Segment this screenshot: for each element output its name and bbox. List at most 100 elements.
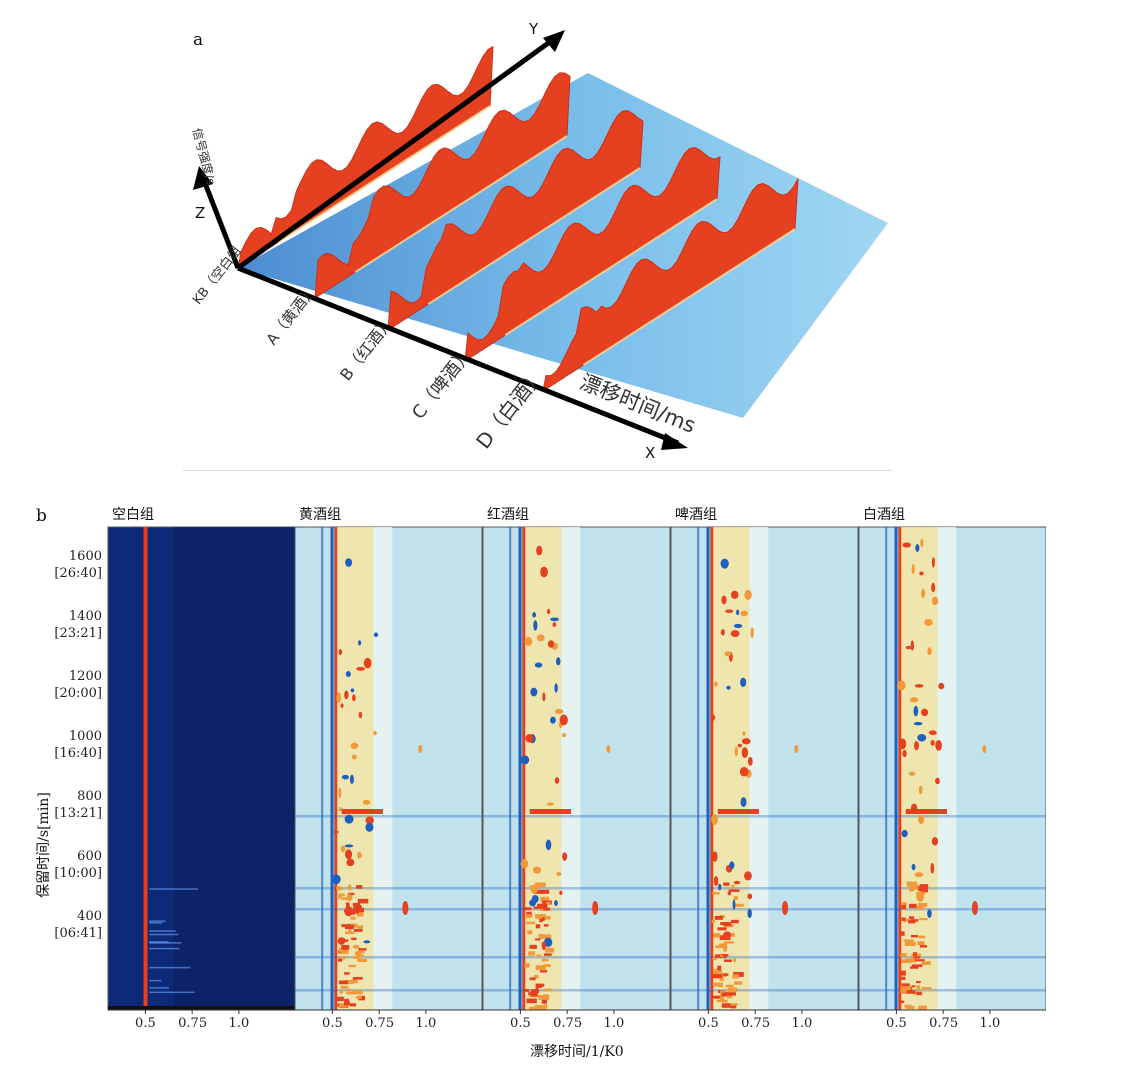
peak-spot bbox=[535, 924, 541, 929]
peak-spot bbox=[905, 645, 912, 650]
peak-spot bbox=[543, 924, 549, 927]
peak-spot bbox=[533, 890, 543, 894]
peak-spot bbox=[528, 992, 535, 995]
peak-spot bbox=[346, 991, 357, 995]
x-axis-line bbox=[237, 265, 679, 446]
peak-spot bbox=[715, 945, 724, 949]
peak-spot bbox=[913, 952, 917, 957]
peak-spot bbox=[533, 620, 538, 631]
h-streak bbox=[671, 887, 858, 890]
peak-spot bbox=[536, 954, 542, 957]
peak-spot bbox=[747, 756, 753, 766]
peak-spot bbox=[935, 777, 940, 785]
peak-spot bbox=[720, 999, 728, 1003]
peak-spot bbox=[711, 919, 716, 924]
peak-spot bbox=[535, 914, 546, 919]
heatmap-1 bbox=[294, 526, 483, 1011]
blue-line-4 bbox=[885, 527, 888, 1010]
peak-spot bbox=[916, 906, 924, 910]
peak-spot bbox=[909, 903, 917, 909]
peak-spot bbox=[520, 859, 529, 869]
peak-spot bbox=[918, 902, 928, 908]
peak-spot bbox=[712, 958, 717, 961]
peak-spot bbox=[347, 892, 355, 896]
y-axis-line bbox=[236, 33, 560, 271]
peak-spot bbox=[354, 951, 362, 956]
peak-spot bbox=[541, 917, 546, 922]
peak-spot bbox=[982, 745, 987, 753]
peak-spot bbox=[719, 978, 725, 981]
ridges-group bbox=[237, 45, 799, 393]
peak-spot bbox=[747, 908, 752, 919]
peak-spot bbox=[900, 988, 909, 993]
peak-spot bbox=[924, 618, 933, 627]
peak-spot bbox=[554, 683, 558, 693]
x-tick-4-0: 0.5 bbox=[886, 1016, 907, 1031]
peak-spot bbox=[911, 919, 919, 922]
peak-spot bbox=[914, 872, 924, 878]
peak-spot bbox=[520, 755, 530, 765]
y-tick-value: 800 bbox=[77, 789, 102, 804]
blank-streak bbox=[149, 888, 198, 890]
peak-spot bbox=[725, 992, 736, 996]
peak-spot bbox=[722, 954, 729, 957]
peak-spot bbox=[919, 945, 928, 948]
peak-spot bbox=[718, 883, 722, 891]
h-streak bbox=[859, 908, 1046, 911]
light-band-3 bbox=[749, 527, 769, 1010]
peak-spot bbox=[343, 946, 349, 950]
h-streak bbox=[295, 956, 482, 959]
peak-spot bbox=[344, 979, 354, 985]
peak-spot bbox=[559, 890, 563, 896]
peak-spot bbox=[908, 771, 916, 776]
peak-spot bbox=[726, 995, 733, 999]
peak-spot bbox=[731, 919, 739, 924]
peak-spot bbox=[725, 984, 734, 988]
peak-spot bbox=[720, 629, 725, 636]
peak-spot bbox=[900, 931, 905, 936]
blank-streak bbox=[149, 933, 179, 936]
peak-spot bbox=[344, 849, 353, 860]
peak-spot bbox=[729, 861, 735, 870]
x-tick-3-1: 0.75 bbox=[741, 1016, 771, 1031]
peak-spot bbox=[344, 972, 350, 975]
peak-spot bbox=[539, 970, 548, 973]
peak-spot bbox=[901, 917, 906, 921]
peak-spot bbox=[714, 915, 723, 920]
peak-spot bbox=[712, 892, 720, 895]
peak-spot bbox=[714, 954, 721, 958]
y-tick-time: [10:00] bbox=[54, 866, 102, 881]
peak-spot bbox=[747, 893, 753, 900]
peak-spot bbox=[901, 976, 906, 980]
peak-spot bbox=[562, 852, 568, 861]
peak-spot bbox=[717, 965, 722, 971]
peak-spot bbox=[544, 915, 551, 920]
peak-spot bbox=[341, 897, 351, 900]
peak-spot bbox=[726, 685, 731, 690]
peak-spot bbox=[911, 964, 923, 968]
peak-spot bbox=[727, 987, 738, 993]
peak-spot bbox=[357, 898, 369, 904]
peak-spot bbox=[721, 1003, 732, 1008]
peak-spot bbox=[345, 558, 353, 567]
x-tick-2-1: 0.75 bbox=[553, 1016, 583, 1031]
x-axis-letter: X bbox=[645, 444, 656, 462]
peak-spot bbox=[727, 891, 731, 896]
peak-spot bbox=[921, 987, 932, 990]
peak-spot bbox=[732, 899, 736, 910]
h-streak bbox=[483, 956, 670, 959]
rip-red-2 bbox=[522, 527, 526, 1010]
peak-spot bbox=[373, 731, 377, 736]
peak-spot bbox=[526, 921, 536, 925]
blue-line-3 bbox=[697, 527, 700, 1010]
peak-spot bbox=[921, 588, 926, 599]
rip-red-1 bbox=[334, 527, 338, 1010]
peak-spot bbox=[534, 974, 539, 979]
peak-spot bbox=[358, 904, 363, 913]
ridge-highlight-1 bbox=[354, 135, 568, 273]
peak-spot bbox=[554, 777, 560, 784]
peak-spot bbox=[904, 941, 916, 946]
peak-spot bbox=[918, 935, 926, 939]
peak-spot bbox=[541, 958, 549, 962]
peak-spot bbox=[536, 634, 545, 642]
